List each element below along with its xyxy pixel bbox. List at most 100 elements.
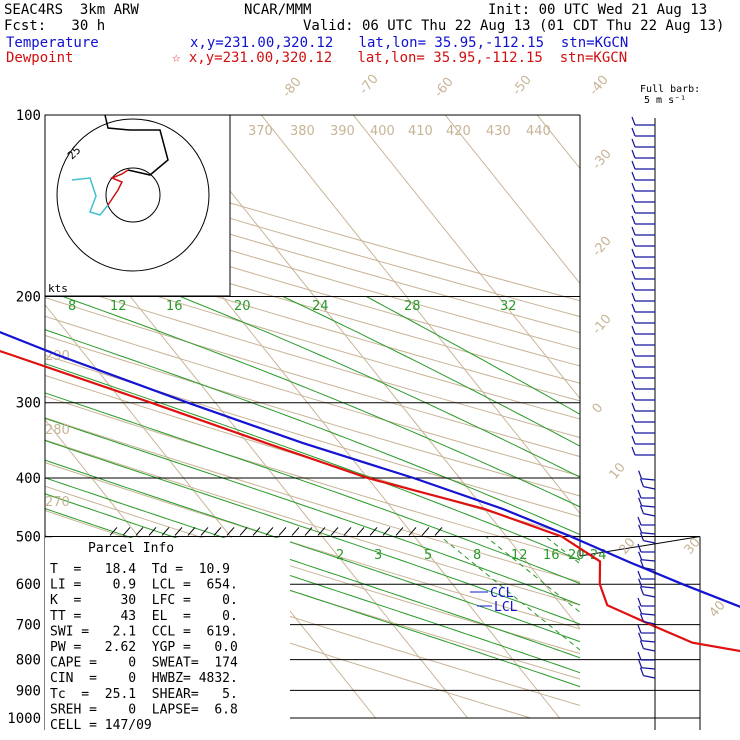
- temperature-legend: Temperature: [6, 35, 99, 51]
- theta-label-410: 410: [408, 124, 433, 139]
- hatch-mark: [226, 527, 235, 536]
- mixing-ratio-label-5: 5: [424, 548, 432, 563]
- pressure-label-300: 300: [16, 396, 41, 412]
- theta-label-390: 390: [330, 124, 355, 139]
- wind-barb: [641, 667, 656, 670]
- wind-barb-flag: [637, 624, 642, 634]
- isotherm--10: [168, 115, 580, 630]
- wetbulb-label-24: 24: [312, 299, 329, 314]
- isotherm-label-10: 10: [607, 460, 629, 482]
- isotherm-10: [352, 115, 580, 400]
- wind-barb-flag: [631, 446, 636, 456]
- wind-barb: [643, 675, 656, 679]
- isotherm-0: [260, 115, 580, 515]
- hatch-mark: [187, 527, 196, 536]
- wind-barb-flag: [631, 314, 636, 324]
- theta-label-280: 280: [45, 423, 70, 438]
- wind-barb-flag: [639, 640, 645, 649]
- mixing-ratio-label-24: 24: [590, 548, 607, 563]
- wetbulb-label-20: 20: [234, 299, 251, 314]
- pressure-label-800: 800: [16, 653, 41, 669]
- hatch-mark: [122, 527, 131, 536]
- wind-barb: [643, 594, 656, 598]
- wetbulb-label-16: 16: [166, 299, 183, 314]
- parcel-info-box: [45, 538, 290, 730]
- wind-barb: [641, 559, 656, 562]
- dry-adiabat-370: [45, 297, 580, 458]
- hatch-mark: [382, 527, 391, 536]
- wind-barb-flag: [638, 470, 643, 479]
- wind-barb-flag: [631, 325, 636, 335]
- parcel-info-row: CELL = 147/09: [50, 718, 152, 733]
- wind-barb-flag: [631, 336, 636, 346]
- moist-adiabat-32: [180, 296, 580, 478]
- isotherm-label--80: -80: [280, 75, 305, 101]
- wind-barb-flag: [631, 413, 636, 423]
- hatch-mark: [291, 527, 300, 536]
- theta-label-270: 270: [45, 495, 70, 510]
- sounding-profiles: [0, 331, 740, 653]
- wind-barb-flag: [639, 586, 645, 595]
- dry-adiabat-250: [45, 561, 531, 719]
- isotherm-label--70: -70: [357, 72, 382, 98]
- wind-barb-flag: [638, 605, 643, 614]
- init-time: Init: 00 UTC Wed 21 Aug 13: [488, 2, 708, 18]
- pressure-label-600: 600: [16, 577, 41, 593]
- wetbulb-label-32: 32: [500, 299, 517, 314]
- moist-adiabat-24: [45, 329, 580, 536]
- wind-barb: [641, 640, 656, 643]
- forecast-hour: Fcst: 30 h: [4, 18, 106, 34]
- dry-adiabat-310: [45, 417, 580, 583]
- pressure-label-700: 700: [16, 618, 41, 634]
- hatch-mark: [343, 527, 352, 536]
- wind-barb-flag: [638, 524, 643, 533]
- wind-barb-flag: [638, 659, 643, 668]
- hatch-mark: [200, 527, 209, 536]
- isotherm-label--40: -40: [587, 73, 612, 99]
- dry-adiabat-300: [45, 439, 580, 606]
- wind-barb-flag: [637, 651, 642, 661]
- wind-barb-flag: [631, 391, 636, 401]
- wind-barb: [641, 586, 656, 589]
- moist-adiabat-36: [282, 296, 580, 447]
- wind-barb-flag: [637, 597, 642, 607]
- wetbulb-label-12: 12: [110, 299, 127, 314]
- dry-adiabat-400: [45, 243, 580, 402]
- wetbulb-label-8: 8: [68, 299, 76, 314]
- wind-barb-flag: [631, 347, 636, 357]
- wind-barb: [641, 613, 656, 616]
- wind-barb-flag: [631, 292, 636, 302]
- wind-barb-flag: [631, 138, 636, 148]
- wind-barb-flag: [631, 248, 636, 258]
- wind-barb-flag: [631, 424, 636, 434]
- mixing-ratio-label-12: 12: [511, 548, 528, 563]
- isotherm-50: [721, 115, 740, 718]
- parcel-info-title: Parcel Info: [88, 541, 174, 556]
- pressure-label-1000: 1000: [7, 711, 41, 727]
- wind-barb-flag: [631, 182, 636, 192]
- mixing-ratio-2: [440, 536, 580, 651]
- parcel-info-row: K = 30 LFC = 0.: [50, 593, 238, 608]
- hodograph-ring-inner: [105, 167, 161, 223]
- wind-barb-flag: [638, 497, 643, 506]
- mixing-ratio-label-16: 16: [543, 548, 560, 563]
- dry-adiabat-360: [45, 315, 580, 477]
- wind-barb-flag: [638, 632, 643, 641]
- hatch-mark: [369, 527, 378, 536]
- wind-barb-flag: [631, 380, 636, 390]
- mixing-ratio-label-3: 3: [374, 548, 382, 563]
- isotherm-label--50: -50: [510, 73, 535, 99]
- parcel-info-row: PW = 2.62 YGP = 0.0: [50, 640, 238, 655]
- theta-label-430: 430: [486, 124, 511, 139]
- dewpoint-legend: Dewpoint: [6, 50, 74, 66]
- wind-barb-flag: [631, 160, 636, 170]
- wind-barb-flag: [631, 149, 636, 159]
- hatch-mark: [421, 527, 430, 536]
- wind-barb: [643, 648, 656, 652]
- wind-barb: [641, 532, 656, 535]
- moist-adiabat-28: [62, 296, 580, 508]
- mixing-ratio-lines: [440, 536, 580, 651]
- wind-barb-flag: [639, 532, 645, 541]
- hatch-mark: [304, 527, 313, 536]
